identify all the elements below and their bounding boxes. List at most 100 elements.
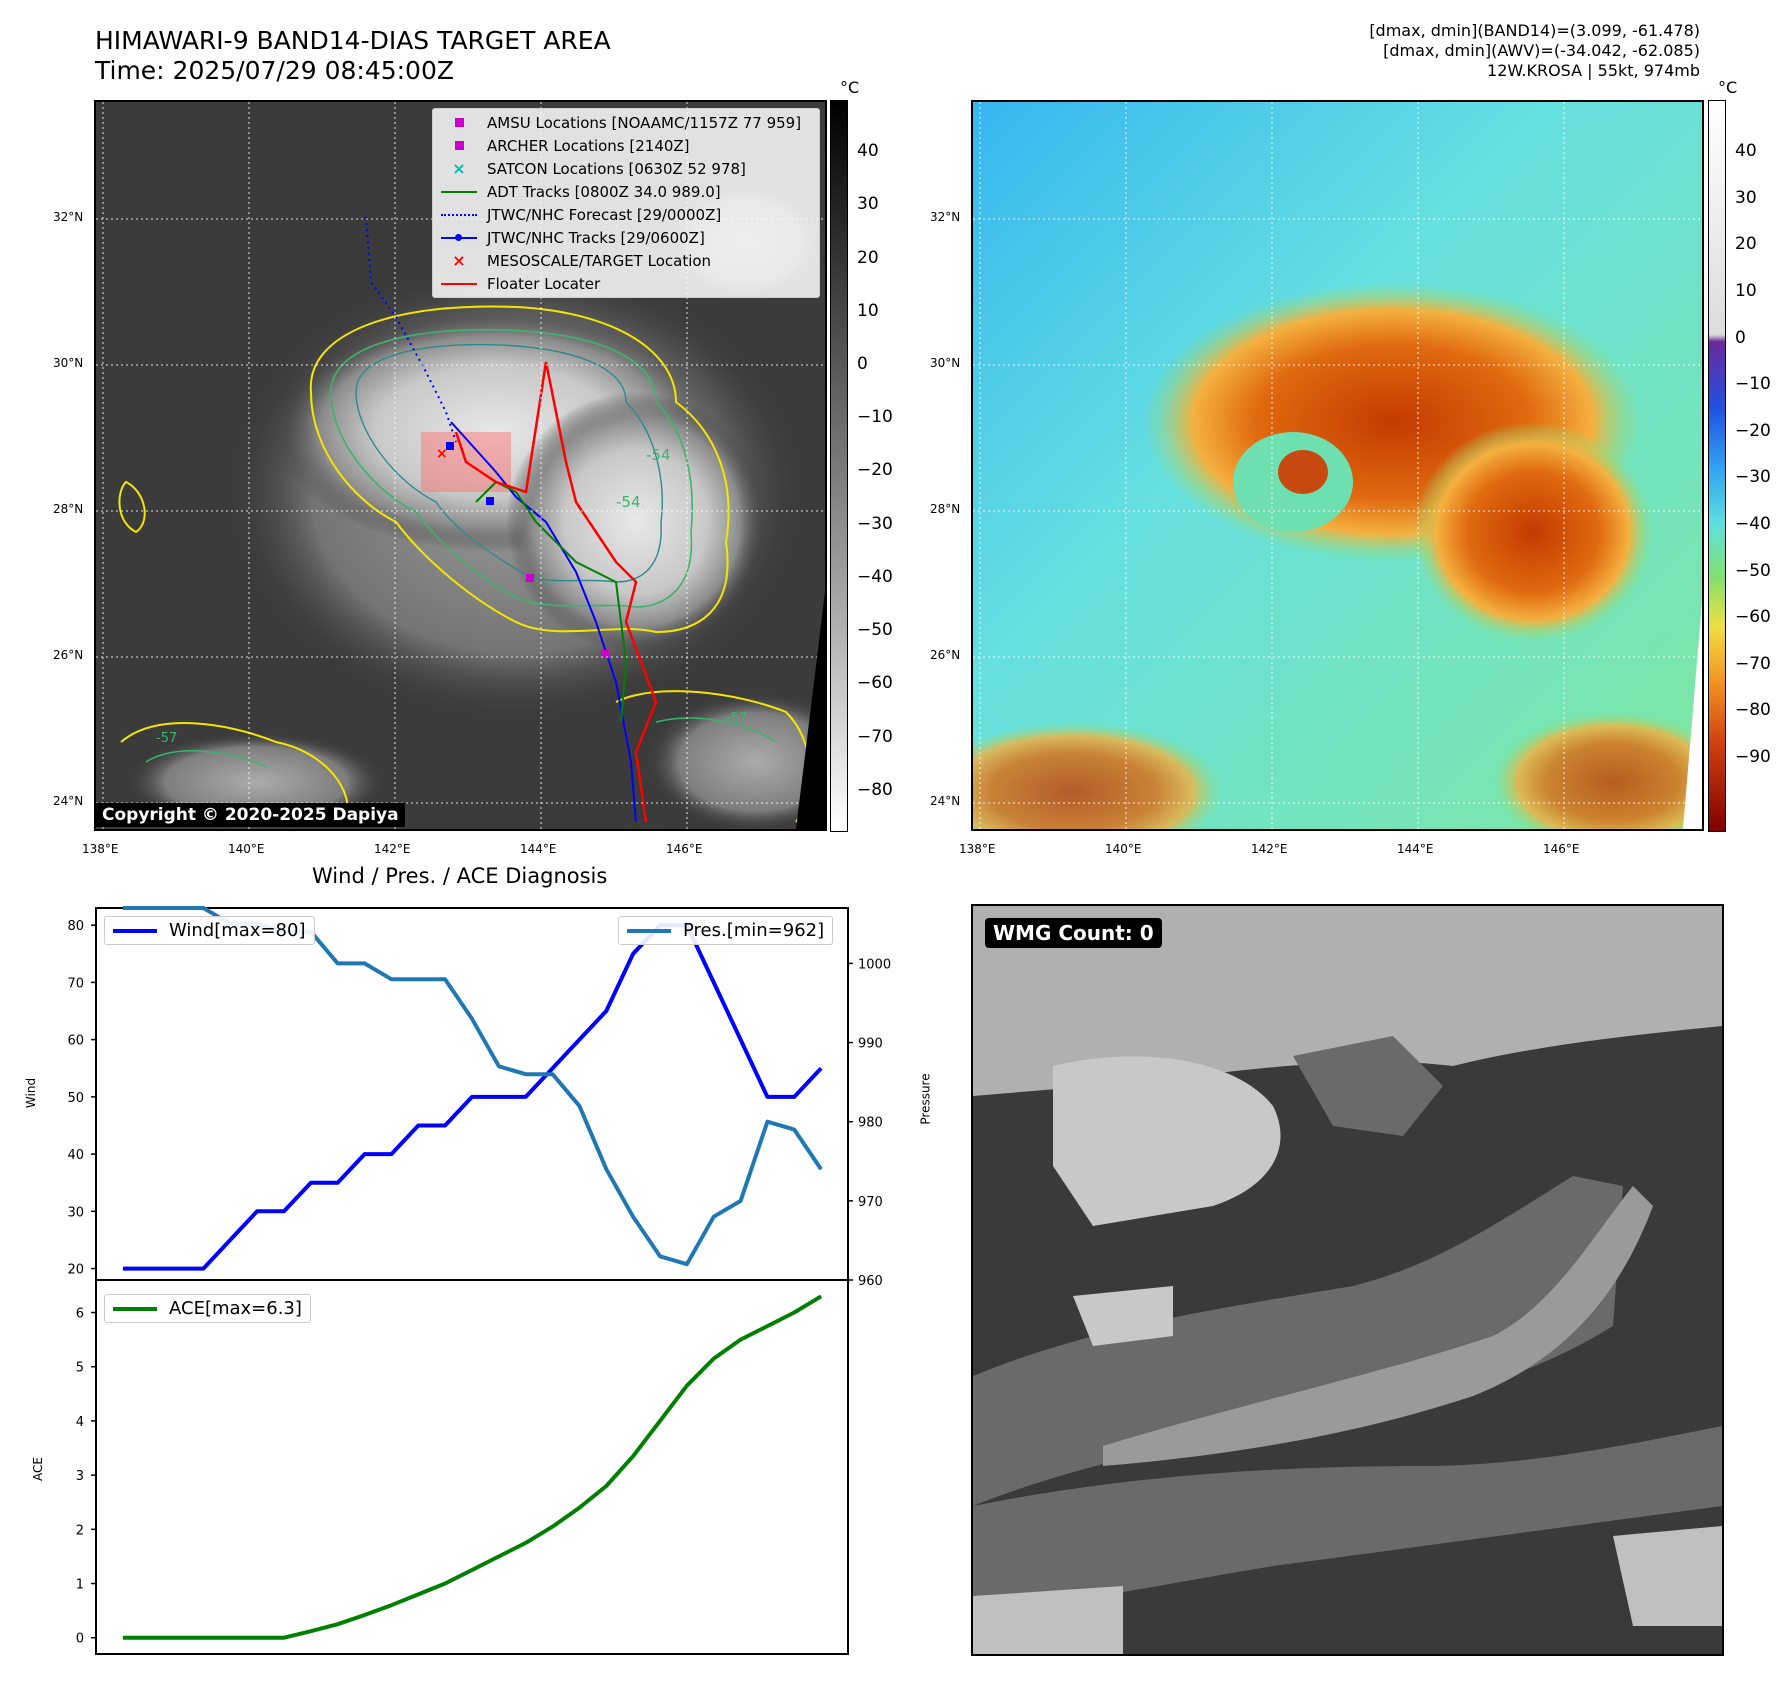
ace-legend: ACE[max=6.3] (104, 1294, 311, 1323)
colorbar-tick-label: −30 (857, 513, 893, 534)
contour-label: -54 (616, 493, 641, 511)
map-legend: AMSU Locations [NOAAMC/1157Z 77 959] ARC… (432, 108, 820, 298)
jtwc-forecast-track (365, 216, 457, 443)
lat-tick-label: 32°N (930, 210, 961, 224)
target-marker: × (436, 446, 448, 462)
lon-tick-label: 138°E (82, 842, 119, 856)
square-icon (454, 118, 464, 127)
series-line (122, 906, 823, 1267)
info-line-3: 12W.KROSA | 55kt, 974mb (1487, 61, 1700, 80)
y-tick-label: 50 (67, 1091, 84, 1106)
floater-locater-track (454, 361, 658, 823)
y-tick-label: 1 (76, 1578, 84, 1593)
contour-label: -54 (646, 446, 671, 464)
colorbar-tick-label: 20 (857, 247, 879, 268)
y-tick-label: 60 (67, 1034, 84, 1049)
line-icon (441, 190, 477, 193)
copyright-label: Copyright © 2020-2025 Dapiya (96, 803, 405, 827)
colorbar-tick-label: −60 (857, 673, 893, 694)
y-right-tick-label: 990 (858, 1037, 883, 1052)
legend-entry: Floater Locater (433, 272, 819, 295)
lon-tick-label: 144°E (1397, 842, 1434, 856)
plot-frame (95, 907, 849, 1281)
colorbar-tick-label: 30 (857, 194, 879, 215)
legend-entry: JTWC/NHC Tracks [29/0600Z] (433, 226, 819, 249)
colorbar-tick-label: −50 (1735, 560, 1771, 581)
ir-map-panel: -54 -54 -57 -57 × (94, 100, 827, 831)
series-line (122, 1294, 823, 1640)
y-tick-label: 6 (76, 1307, 84, 1322)
colorbar-tick-label: −10 (1735, 374, 1771, 395)
amsu-marker (446, 442, 454, 450)
pressure-legend: Pres.[min=962] (618, 916, 834, 945)
y-right-tick-label: 980 (858, 1116, 883, 1131)
lon-tick-label: 142°E (1251, 842, 1288, 856)
lon-tick-label: 138°E (959, 842, 996, 856)
amsu-marker (486, 497, 494, 505)
colorbar-tick-label: 10 (1735, 280, 1757, 301)
x-icon: × (452, 251, 466, 270)
plot-frame (95, 1279, 849, 1655)
colorbar-unit: °C (1718, 78, 1738, 97)
lon-tick-label: 140°E (1105, 842, 1142, 856)
lon-tick-label: 144°E (520, 842, 557, 856)
lat-tick-label: 30°N (930, 356, 961, 370)
archer-marker (601, 650, 609, 658)
colorbar-tick-label: 20 (1735, 234, 1757, 255)
colorbar-tick-label: 0 (1735, 327, 1746, 348)
wind-legend: Wind[max=80] (104, 916, 315, 945)
lon-tick-label: 140°E (228, 842, 265, 856)
y-right-tick-label: 1000 (858, 957, 891, 972)
colorbar-tick-label: −20 (1735, 420, 1771, 441)
dot-icon (455, 233, 462, 241)
title-line-2: Time: 2025/07/29 08:45:00Z (95, 56, 454, 85)
legend-entry: JTWC/NHC Forecast [29/0000Z] (433, 203, 819, 226)
colorbar-tick-label: 40 (857, 141, 879, 162)
colorbar-tick-label: −50 (857, 620, 893, 641)
colorbar-tick-label: −30 (1735, 467, 1771, 488)
y-tick-label: 70 (67, 976, 84, 991)
colorbar-tick-label: −40 (857, 566, 893, 587)
y-tick-label: 0 (76, 1632, 84, 1647)
adt-track (475, 480, 628, 723)
lon-tick-label: 146°E (666, 842, 703, 856)
legend-entry: ARCHER Locations [2140Z] (433, 134, 819, 157)
wind-pressure-plot: 80 70 60 50 40 30 20 1000 990 980 970 960 (67, 906, 891, 1289)
colorbar-tick-label: 0 (857, 354, 868, 375)
y-tick-label: 4 (76, 1415, 84, 1430)
colorbar-tick-label: −20 (857, 460, 893, 481)
y-tick-label: 20 (67, 1263, 84, 1278)
diagnosis-title: Wind / Pres. / ACE Diagnosis (312, 864, 608, 888)
legend-entry: × SATCON Locations [0630Z 52 978] (452, 159, 746, 178)
awv-map-panel (971, 100, 1704, 831)
contour-label: -57 (726, 711, 747, 726)
lat-tick-label: 28°N (53, 502, 84, 516)
lon-tick-label: 146°E (1543, 842, 1580, 856)
legend-entry: ADT Tracks [0800Z 34.0 989.0] (433, 180, 819, 203)
title-line-1: HIMAWARI-9 BAND14-DIAS TARGET AREA (95, 26, 611, 55)
y-tick-label: 5 (76, 1361, 84, 1376)
ace-plot: 6 5 4 3 2 1 0 (76, 1279, 849, 1655)
diagnosis-chart: 80 70 60 50 40 30 20 1000 990 980 970 960 6 5 4 3 2 1 0 (67, 906, 891, 1655)
y-tick-label: 40 (67, 1148, 84, 1163)
ir-colorbar (830, 100, 848, 832)
colorbar-tick-label: −70 (857, 726, 893, 747)
y-right-tick-label: 960 (858, 1274, 883, 1289)
line-icon (627, 928, 671, 933)
colorbar-tick-label: −80 (857, 779, 893, 800)
lat-tick-label: 30°N (53, 356, 84, 370)
lon-tick-label: 142°E (374, 842, 411, 856)
line-icon (113, 1306, 157, 1311)
colorbar-tick-label: −40 (1735, 513, 1771, 534)
line-icon (113, 928, 157, 933)
wmg-image (973, 906, 1722, 1654)
colorbar-tick-label: −10 (857, 407, 893, 428)
jtwc-track (450, 421, 637, 823)
colorbar-tick-label: −60 (1735, 607, 1771, 628)
contour-label: -57 (156, 731, 177, 746)
line-icon (441, 282, 477, 285)
colorbar-tick-label: −90 (1735, 747, 1771, 767)
info-line-2: [dmax, dmin](AWV)=(-34.042, -62.085) (1383, 41, 1700, 60)
colorbar-tick-label: −70 (1735, 653, 1771, 674)
wmg-count-label: WMG Count: 0 (985, 918, 1162, 948)
